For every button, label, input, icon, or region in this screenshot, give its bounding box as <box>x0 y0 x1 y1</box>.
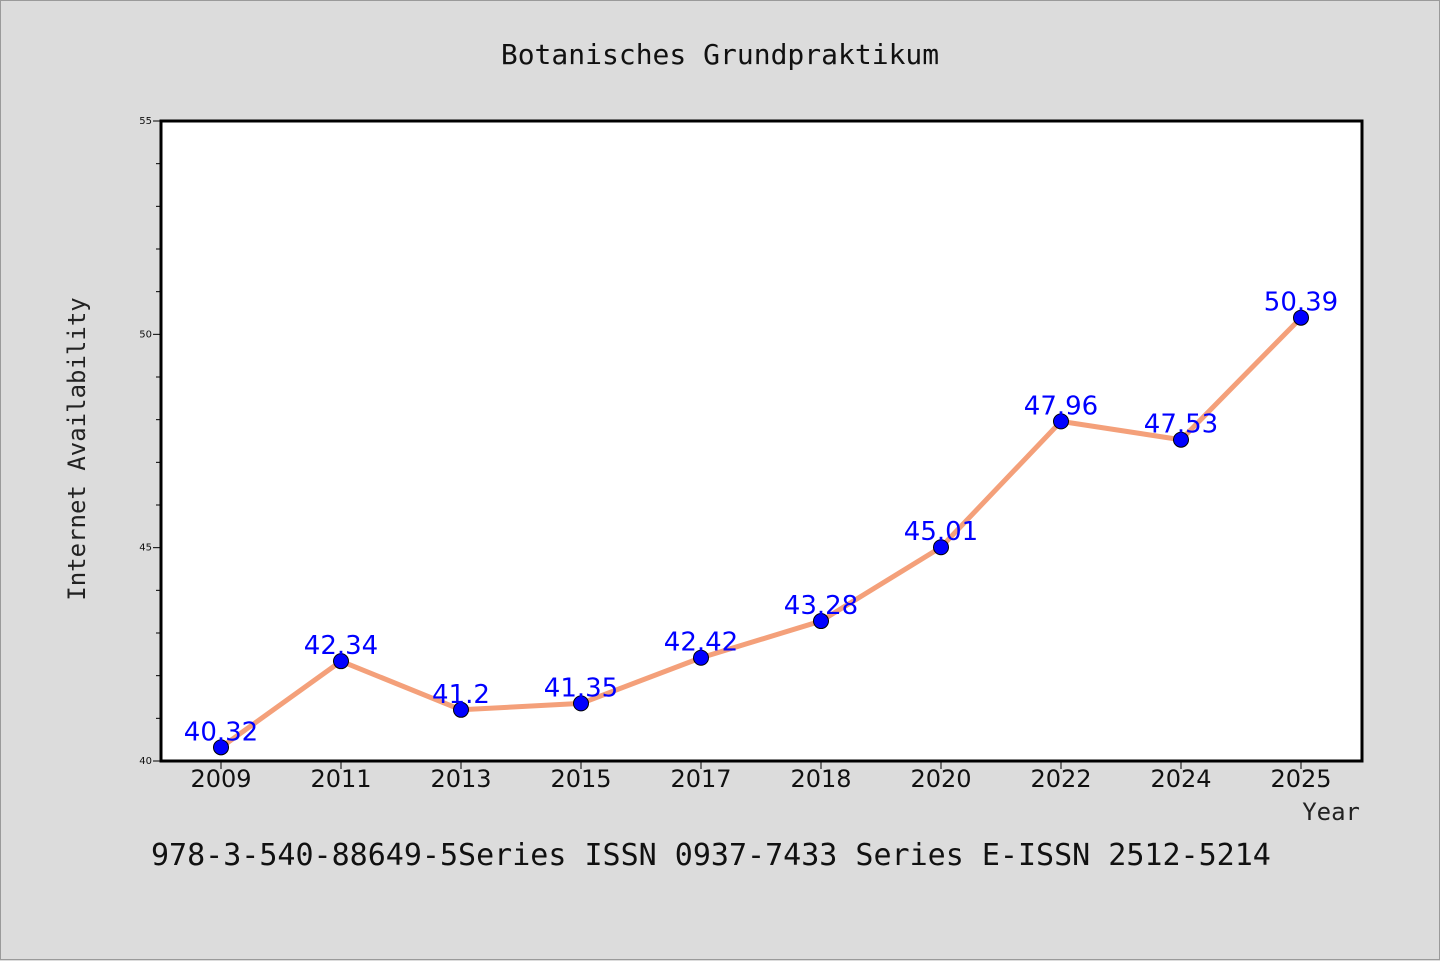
x-tick-label: 2013 <box>430 765 491 793</box>
data-label: 41.2 <box>432 680 490 710</box>
data-label: 40.32 <box>184 717 258 747</box>
data-point[interactable] <box>1053 413 1069 430</box>
series-line <box>218 315 1304 750</box>
data-point[interactable] <box>693 649 709 666</box>
footer-isbn-issn: 978-3-540-88649-5Series ISSN 0937-7433 S… <box>151 838 1271 873</box>
data-label: 42.34 <box>304 631 378 661</box>
x-axis: 2009 2011 2013 2015 2017 2018 2020 2022 2024 2025 <box>190 761 1332 793</box>
data-label: 47.53 <box>1144 410 1218 440</box>
data-label: 50.39 <box>1264 288 1338 318</box>
y-axis-label: Internet Availability <box>63 297 91 600</box>
plot-area <box>159 119 1364 763</box>
y-axis: 40 45 50 55 <box>139 116 161 767</box>
data-point[interactable] <box>813 613 829 630</box>
y-tick-label: 50 <box>139 329 152 340</box>
data-point[interactable] <box>573 695 589 712</box>
data-point[interactable] <box>1293 309 1309 326</box>
data-label: 41.35 <box>544 673 618 703</box>
data-point[interactable] <box>453 701 469 718</box>
x-tick-label: 2009 <box>190 765 251 793</box>
data-point[interactable] <box>933 539 949 556</box>
data-label: 45.01 <box>904 517 978 547</box>
x-axis-label: Year <box>1302 798 1360 826</box>
y-tick-label: 45 <box>139 543 152 554</box>
x-tick-label: 2022 <box>1030 765 1091 793</box>
data-label: 42.42 <box>664 628 738 658</box>
data-label: 43.28 <box>784 591 858 621</box>
x-tick-label: 2017 <box>670 765 731 793</box>
y-tick-label: 55 <box>139 116 152 127</box>
data-point[interactable] <box>333 653 349 670</box>
x-tick-label: 2015 <box>550 765 611 793</box>
data-point[interactable] <box>1173 431 1189 448</box>
x-tick-label: 2018 <box>790 765 851 793</box>
chart-title: Botanisches Grundpraktikum <box>501 38 939 71</box>
x-tick-label: 2025 <box>1270 765 1331 793</box>
series-group: 40.32 42.34 41.2 41.35 42.42 43.28 45.01 47.96 4… <box>184 288 1338 756</box>
x-tick-label: 2011 <box>310 765 371 793</box>
x-tick-label: 2020 <box>910 765 971 793</box>
y-tick-label: 40 <box>139 756 152 767</box>
data-label: 47.96 <box>1024 391 1098 421</box>
data-point[interactable] <box>213 739 229 756</box>
x-tick-label: 2024 <box>1150 765 1211 793</box>
